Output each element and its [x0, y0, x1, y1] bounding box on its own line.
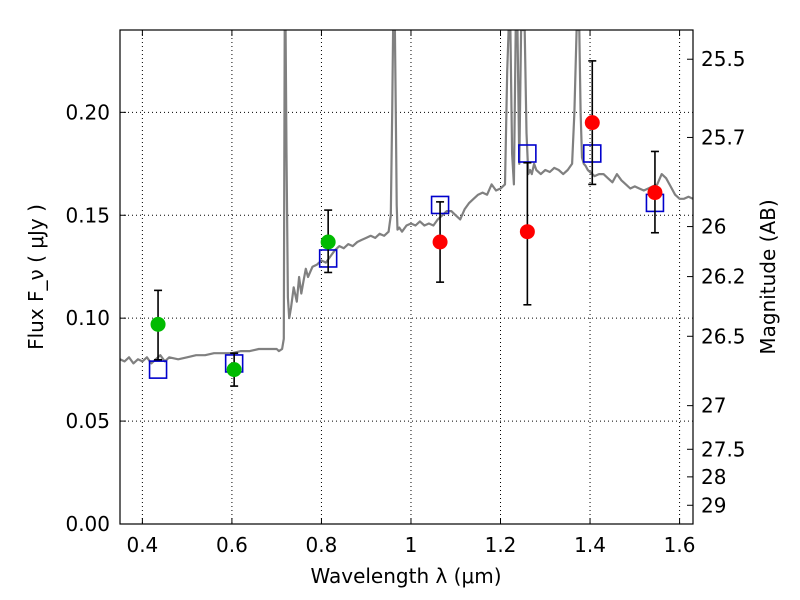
y2-axis-label-text: Magnitude (AB)	[756, 199, 780, 354]
plot-area	[120, 30, 693, 524]
photometry-point	[584, 115, 600, 131]
photometry-point	[647, 185, 663, 201]
x-tick-label: 0.4	[126, 533, 158, 557]
photometry-point	[320, 234, 336, 250]
model-photometry-square	[148, 360, 168, 379]
y2-axis-label: Magnitude (AB)	[756, 199, 780, 354]
y-tick-label: 0.10	[65, 306, 110, 330]
y2-tick-label: 29	[701, 493, 726, 517]
y-tick-label: 0.05	[65, 409, 110, 433]
series-layer	[120, 30, 693, 387]
x-tick-label: 1.4	[574, 533, 606, 557]
photometry-point	[432, 234, 448, 250]
photometry-point	[519, 224, 535, 240]
y2-tick-label: 26	[701, 215, 726, 239]
x-tick-label: 1	[405, 533, 418, 557]
spectrum-line	[120, 30, 693, 365]
y2-tick-label: 25.7	[701, 125, 746, 149]
y2-tick-label: 26.2	[701, 265, 746, 289]
x-tick-label: 0.6	[216, 533, 248, 557]
x-axis-label: Wavelength λ (μm)	[310, 564, 501, 588]
y-tick-label: 0.20	[65, 100, 110, 124]
y2-tick-label: 27.5	[701, 437, 746, 461]
x-tick-label: 0.8	[306, 533, 338, 557]
photometry-point	[226, 362, 242, 378]
y-tick-label: 0.15	[65, 203, 110, 227]
axis-ticks: 0.4 0.6 0.8 1 1.2 1.4 1.6 0.00 0.05 0.10 0.15 0.20 2…	[65, 30, 746, 557]
y-axis-label-text: Flux F_ν ( μJy )	[24, 204, 48, 350]
photometry-point	[150, 316, 166, 332]
x-tick-label: 1.6	[664, 533, 696, 557]
y2-tick-label: 27	[701, 394, 726, 418]
x-tick-label: 1.2	[485, 533, 517, 557]
y2-tick-label: 26.5	[701, 324, 746, 348]
y-axis-label: Flux F_ν ( μJy )	[24, 204, 48, 350]
y2-tick-label: 25.5	[701, 47, 746, 71]
y2-tick-label: 28	[701, 465, 726, 489]
x-axis-label-text: Wavelength λ (μm)	[310, 564, 501, 588]
y-tick-label: 0.00	[65, 512, 110, 536]
